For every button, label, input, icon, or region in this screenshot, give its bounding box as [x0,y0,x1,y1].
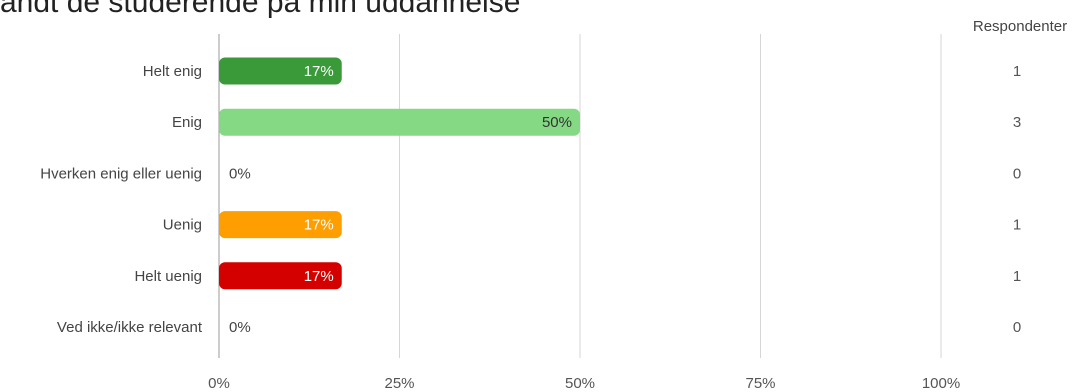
category-label: Ved ikke/ikke relevant [57,319,203,336]
bar [219,108,580,136]
x-tick-label: 75% [745,375,775,392]
respondent-count: 0 [1013,319,1021,336]
chart-title: andt de studerende på min uddannelse [0,0,521,19]
category-label: Uenig [163,217,202,234]
respondents-column: Respondenter 1 3 0 1 1 0 [973,18,1067,336]
respondent-count: 1 [1013,63,1021,80]
grid-lines [218,34,942,358]
bar [219,211,342,239]
bar [219,57,342,85]
x-tick-label: 25% [384,375,414,392]
x-axis-ticks: 0% 25% 50% 75% 100% [208,375,960,392]
x-tick-label: 50% [565,375,595,392]
bar-value-label: 0% [229,319,251,336]
category-label: Helt enig [143,63,202,80]
bar [219,262,342,290]
x-tick-label: 0% [208,375,230,392]
category-label: Enig [172,114,202,131]
bar-value-label: 0% [229,165,251,182]
x-tick-label: 100% [922,375,960,392]
respondent-count: 3 [1013,114,1021,131]
category-labels: Helt enig Enig Hverken enig eller uenig Uen… [40,63,203,336]
bar-value-label: 17% [304,217,334,234]
category-label: Hverken enig eller uenig [40,165,202,182]
respondent-count: 1 [1013,268,1021,285]
bar-value-label: 50% [542,114,572,131]
value-labels: 17% 50% 0% 17% 17% 0% [229,63,572,336]
bar-value-label: 17% [304,63,334,80]
category-label: Helt uenig [134,268,202,285]
respondents-header: Respondenter [973,18,1067,35]
bar-value-label: 17% [304,268,334,285]
bars [219,57,580,290]
respondent-count: 0 [1013,165,1021,182]
respondent-count: 1 [1013,217,1021,234]
